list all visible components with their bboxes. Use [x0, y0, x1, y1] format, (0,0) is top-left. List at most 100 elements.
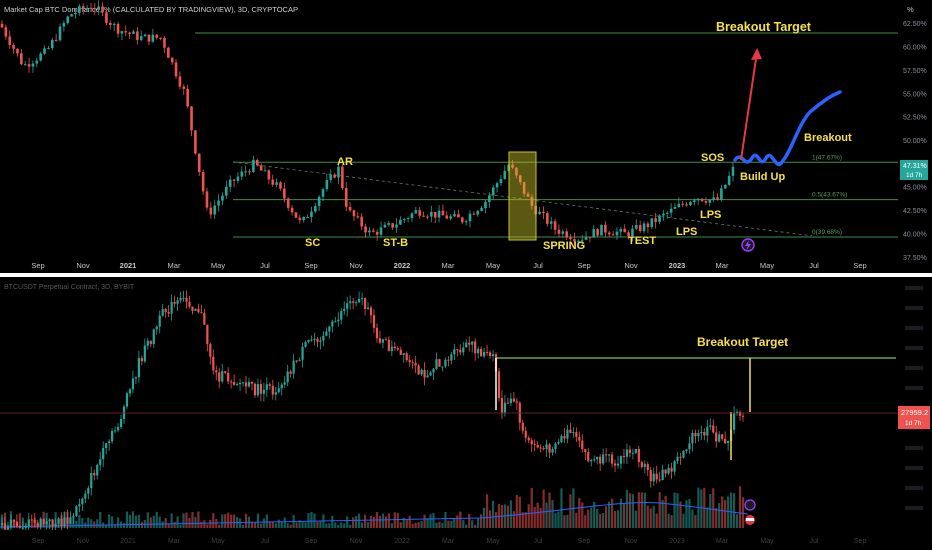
top-x-tick: Sep: [853, 261, 866, 270]
bottom-candle-body: [72, 515, 75, 518]
top-candle-body: [484, 202, 487, 209]
bottom-candle-body: [173, 301, 176, 304]
top-candle-body: [221, 195, 224, 201]
bottom-candle-body: [346, 303, 349, 309]
bottom-candle-body: [349, 301, 352, 304]
bottom-candle-body: [244, 382, 248, 387]
bottom-x-tick: Nov: [77, 538, 90, 545]
bottom-candle-body: [131, 378, 135, 390]
bottom-volume-bar: [691, 509, 694, 528]
bottom-volume-bar: [625, 489, 629, 528]
bottom-volume-bar: [530, 487, 533, 528]
bottom-volume-bar: [459, 511, 462, 528]
top-candle-body: [155, 34, 159, 38]
bottom-volume-bar: [122, 523, 126, 528]
bottom-volume-bar: [581, 502, 584, 528]
top-y-tick: 37.50%: [903, 255, 927, 262]
top-y-tick: 62.50%: [903, 21, 927, 28]
top-candle-body: [333, 174, 336, 178]
bottom-candle-body: [36, 522, 39, 527]
bottom-candle-body: [253, 383, 257, 396]
top-candle-body: [453, 214, 456, 217]
bottom-volume-bar: [90, 519, 93, 528]
bottom-x-tick: Jul: [534, 538, 543, 545]
bottom-candle-body: [81, 498, 84, 505]
bottom-candle-body: [250, 381, 254, 384]
bottom-x-tick: Mar: [442, 538, 455, 545]
bottom-candle-body: [310, 339, 313, 341]
bottom-volume-bar: [453, 518, 456, 528]
bottom-candle-body: [622, 455, 626, 457]
top-price-badge[interactable]: 47.31% 1d 7h: [900, 160, 928, 180]
bottom-volume-bar: [566, 514, 569, 528]
bottom-candle-body: [712, 425, 715, 433]
annotation-label: ST-B: [383, 237, 408, 249]
bottom-candle-body: [488, 352, 492, 356]
bottom-volume-bar: [607, 501, 611, 528]
bottom-candle-body: [301, 346, 304, 360]
bottom-volume-bar: [366, 521, 370, 528]
annotation-label: SOS: [701, 152, 724, 164]
bottom-candle-body: [548, 444, 551, 453]
top-candle-body: [294, 212, 298, 218]
panel-divider[interactable]: [0, 273, 932, 277]
bottom-candle-body: [87, 488, 90, 494]
bottom-volume-bar: [533, 506, 536, 528]
bottom-volume-bar: [441, 522, 444, 528]
annotation-label: TEST: [628, 235, 656, 247]
bottom-candle-body: [295, 360, 298, 362]
bottom-candle-body: [0, 523, 4, 525]
top-candle-body: [426, 216, 429, 218]
bottom-candle-body: [679, 456, 682, 458]
bottom-candle-body: [366, 307, 370, 309]
bottom-volume-bar: [515, 494, 518, 528]
bottom-candle-body: [408, 360, 411, 363]
bottom-candle-body: [575, 432, 578, 438]
bottom-candle-body: [63, 517, 66, 526]
bottom-volume-bar: [158, 516, 161, 528]
top-candle-body: [669, 208, 673, 213]
top-candle-body: [631, 228, 634, 237]
top-candle-body: [197, 153, 201, 173]
bottom-volume-bar: [307, 513, 310, 528]
top-candle-body: [344, 188, 348, 207]
bottom-candle-body: [593, 459, 596, 461]
bottom-candle-body: [164, 308, 167, 312]
bottom-volume-bar: [259, 523, 263, 528]
bottom-volume-bar: [480, 514, 483, 528]
bottom-candle-body: [471, 341, 474, 345]
bottom-candle-body: [640, 462, 643, 467]
top-candle-body: [112, 23, 116, 25]
bottom-candle-body: [78, 504, 81, 507]
top-candle-body: [430, 211, 433, 217]
bottom-volume-bar: [435, 522, 438, 528]
top-candle-body: [120, 31, 124, 34]
top-candle-body: [422, 215, 425, 217]
bottom-volume-bar: [283, 517, 286, 528]
bottom-x-tick: Sep: [578, 538, 591, 545]
bottom-candle-body: [721, 434, 724, 439]
top-candle-body: [611, 234, 615, 236]
top-candle-body: [290, 207, 294, 213]
bottom-candle-body: [96, 464, 99, 476]
top-candle-body: [283, 188, 286, 199]
top-x-tick: Mar: [716, 261, 729, 270]
top-candle-body: [298, 217, 302, 221]
top-candle-body: [182, 86, 186, 89]
bottom-candle-body: [48, 519, 51, 522]
bottom-volume-bar: [622, 503, 626, 528]
bottom-candle-body: [569, 429, 572, 433]
bottom-candle-body: [358, 298, 361, 303]
bottom-volume-bar: [271, 521, 274, 528]
top-candle-body: [364, 226, 367, 233]
bottom-volume-bar: [179, 524, 182, 528]
bottom-price-badge[interactable]: 27959.2 1d 7h: [898, 406, 930, 429]
top-x-tick: Mar: [168, 261, 181, 270]
top-candle-body: [356, 216, 360, 218]
bottom-candle-body: [102, 448, 105, 460]
bottom-y-tick: [905, 506, 923, 510]
bottom-candle-body: [673, 461, 676, 472]
top-candle-body: [0, 23, 4, 28]
bottom-volume-bar: [301, 521, 304, 528]
bottom-volume-bar: [369, 515, 373, 528]
